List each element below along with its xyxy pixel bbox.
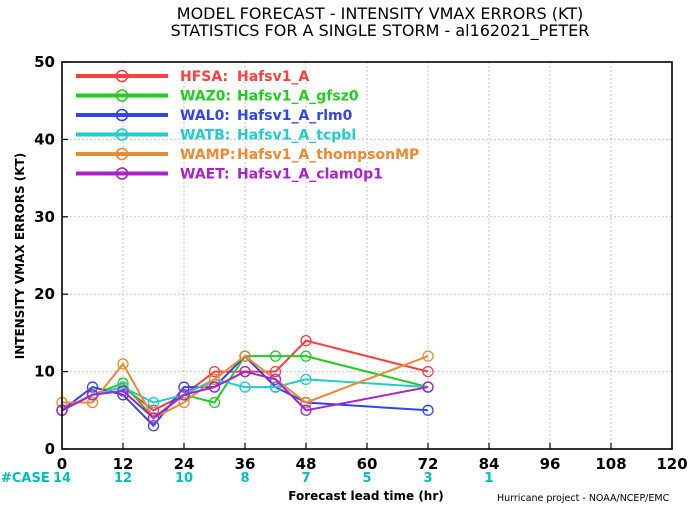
y-axis-label: INTENSITY VMAX ERRORS (KT)	[13, 153, 27, 359]
x-tick-label: 36	[235, 455, 256, 473]
data-point	[300, 396, 312, 409]
data-point	[86, 381, 99, 393]
chart-title-line-2: STATISTICS FOR A SINGLE STORM - al162021…	[171, 21, 590, 41]
data-point	[422, 381, 434, 393]
x-tick-label: 84	[479, 455, 500, 473]
data-point	[422, 404, 434, 416]
data-point	[269, 381, 282, 393]
x-tick-label: 48	[296, 455, 317, 473]
data-point	[178, 396, 190, 409]
grid	[62, 62, 672, 449]
data-point	[239, 365, 251, 378]
legend-name: Hafsv1_A_thompsonMP	[237, 147, 419, 163]
y-tick-label: 20	[34, 285, 55, 303]
x-tick-label: 96	[540, 455, 561, 473]
data-point	[147, 420, 160, 432]
data-point	[208, 365, 221, 378]
credit-text: Hurricane project - NOAA/NCEP/EMC	[497, 493, 670, 504]
data-point	[269, 365, 282, 378]
data-point	[422, 350, 434, 362]
data-point	[422, 365, 434, 378]
x-tick-label: 120	[656, 455, 687, 473]
legend-code: HFSA:	[180, 69, 228, 85]
data-point	[239, 350, 251, 362]
x-tick-label: 108	[595, 455, 626, 473]
case-count: 5	[362, 471, 371, 486]
series-line	[61, 355, 429, 420]
x-tick-label: 12	[113, 455, 134, 473]
case-count: 12	[114, 471, 132, 486]
data-point	[117, 377, 129, 389]
legend-name: Hafsv1_A_rlm0	[237, 108, 353, 124]
data-point	[239, 381, 251, 393]
case-count: 7	[301, 471, 310, 486]
case-count: 8	[240, 471, 249, 486]
case-counts: 14 12 10 8 7 5 3 1	[53, 471, 494, 486]
x-tick-label: 24	[174, 455, 195, 473]
y-tick-label: 30	[34, 208, 55, 226]
data-point	[269, 373, 282, 385]
legend-name: Hafsv1_A	[237, 69, 309, 85]
legend-swatch-marker	[115, 147, 129, 161]
data-point	[178, 389, 190, 401]
data-point	[269, 350, 282, 362]
data-point	[117, 358, 129, 370]
data-point	[300, 350, 312, 362]
x-tick-label: 60	[357, 455, 378, 473]
series-line	[61, 378, 429, 412]
data-point	[300, 334, 312, 347]
case-count: 10	[175, 471, 193, 486]
data-point	[86, 389, 99, 401]
data-point	[208, 396, 221, 409]
legend-code: WAMP:	[180, 147, 235, 163]
case-count: 3	[423, 471, 432, 486]
legend-code: WATB:	[180, 128, 230, 144]
legend-name: Hafsv1_A_clam0p1	[237, 167, 383, 183]
data-point	[208, 373, 221, 385]
data-point	[300, 373, 312, 385]
legend: HFSA: Hafsv1_A WAZ0: Hafsv1_A_gfsz0 WAL0: Haf…	[76, 69, 419, 183]
y-tick-label: 50	[34, 53, 55, 71]
series-line	[61, 370, 429, 420]
axis-ticks: 0 12 24 36 48 60 72 84 96 108 120 0 10 20 30 40 50	[34, 53, 688, 473]
x-tick-label: 0	[57, 455, 67, 473]
x-axis-label: Forecast lead time (hr)	[288, 489, 444, 503]
x-tick-label: 72	[418, 455, 439, 473]
legend-name: Hafsv1_A_gfsz0	[237, 89, 359, 105]
legend-code: WAZ0:	[180, 89, 231, 105]
data-point	[147, 396, 160, 409]
y-tick-label: 10	[34, 363, 55, 381]
data-point	[147, 412, 160, 424]
y-tick-label: 0	[45, 440, 55, 458]
legend-code: WAET:	[180, 167, 230, 183]
legend-code: WAL0:	[180, 108, 230, 124]
data-point	[300, 404, 312, 416]
case-count: 1	[484, 471, 493, 486]
y-tick-label: 40	[34, 130, 55, 148]
legend-swatch-marker	[115, 89, 129, 102]
legend-swatch-marker	[115, 128, 129, 141]
legend-name: Hafsv1_A_tcpbl	[237, 128, 356, 144]
case-label: #CASE	[1, 471, 50, 486]
legend-swatch-marker	[115, 108, 129, 122]
legend-swatch-marker	[115, 167, 129, 180]
data-point	[208, 381, 221, 393]
data-point	[86, 396, 99, 409]
legend-swatch-marker	[115, 69, 129, 83]
data-point	[178, 381, 190, 393]
chart-title-line-1: MODEL FORECAST - INTENSITY VMAX ERRORS (…	[177, 4, 583, 23]
data-point	[117, 385, 129, 397]
case-count: 14	[53, 471, 71, 486]
